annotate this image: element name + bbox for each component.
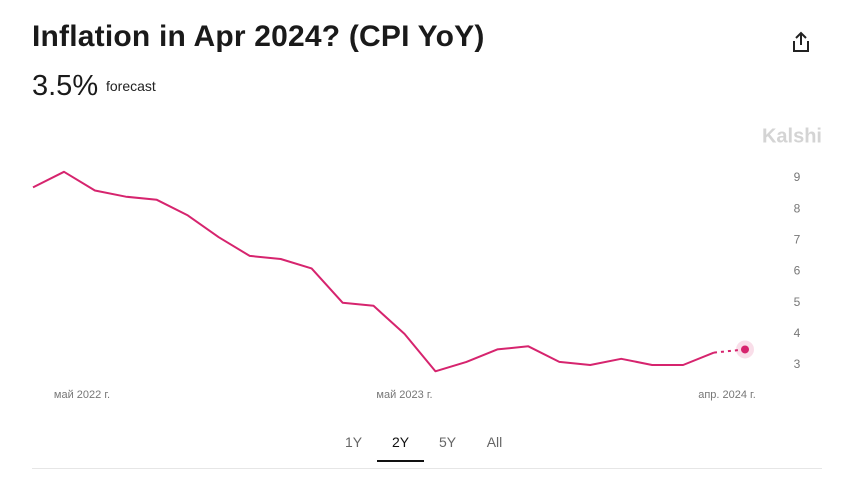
title: Inflation in Apr 2024? (CPI YoY) (32, 20, 485, 53)
y-tick-label: 8 (794, 201, 801, 215)
x-tick-label: май 2022 г. (54, 389, 110, 401)
range-button[interactable]: All (486, 434, 503, 450)
divider (32, 468, 822, 469)
y-tick-label: 4 (794, 326, 801, 340)
y-tick-label: 5 (794, 295, 801, 309)
y-tick-label: 9 (794, 170, 801, 184)
series-line (32, 170, 715, 373)
range-selector: 1Y 2Y 5Y All (330, 430, 518, 462)
value-note: forecast (106, 78, 156, 94)
y-tick-label: 3 (794, 357, 801, 371)
range-button[interactable]: 2Y (377, 430, 424, 462)
range-button[interactable]: 5Y (438, 434, 457, 450)
x-tick-label: май 2023 г. (376, 389, 432, 401)
forecast-point (741, 345, 749, 354)
brand-watermark: Kalshi (762, 125, 822, 147)
range-button[interactable]: 1Y (344, 434, 363, 450)
series-line (713, 348, 746, 354)
headline-value: 3.5% (32, 70, 99, 102)
chart: Kalshi 3 4 5 6 7 8 9 май 2022 г. май 2023 г. апр.… (32, 125, 822, 401)
x-tick-label: апр. 2024 г. (698, 389, 756, 401)
y-tick-label: 6 (794, 264, 801, 278)
y-tick-label: 7 (794, 233, 801, 247)
share-button[interactable] (790, 30, 812, 54)
